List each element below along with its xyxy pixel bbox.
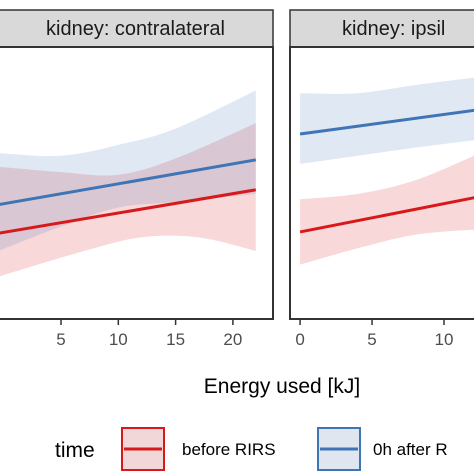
- panel-contralateral: kidney: contralateral 5 10 15 20: [0, 9, 274, 349]
- panel-ipsilateral: kidney: ipsil 0 5 10: [289, 9, 474, 349]
- series-lines: [0, 158, 257, 235]
- series-line-before: [0, 188, 257, 235]
- x-tick-label: 15: [166, 330, 185, 349]
- series-line-before: [299, 196, 474, 234]
- x-tick-label: 20: [223, 330, 242, 349]
- series-line-after: [299, 108, 474, 136]
- legend: time before RIRS 0h after R: [55, 427, 448, 471]
- x-ticks: 5 10 15 20: [56, 319, 242, 349]
- legend-label-before: before RIRS: [182, 440, 276, 459]
- ci-band-after: [0, 90, 256, 251]
- x-tick-label: 5: [56, 330, 65, 349]
- plot-background: [290, 47, 474, 319]
- x-tick-label: 10: [109, 330, 128, 349]
- legend-label-after: 0h after R: [373, 440, 448, 459]
- x-tick-label: 10: [435, 330, 454, 349]
- ci-bands: [0, 90, 256, 277]
- ci-band-before: [0, 123, 256, 277]
- x-tick-label: 0: [295, 330, 304, 349]
- series-lines: [299, 108, 474, 234]
- series-line-after: [0, 158, 257, 206]
- plot-background: [0, 47, 273, 319]
- ci-band-before: [300, 155, 474, 265]
- legend-key-after: [317, 427, 361, 471]
- legend-key-before: [121, 427, 165, 471]
- strip-label: kidney: ipsil: [342, 18, 445, 40]
- x-ticks: 0 5 10: [295, 319, 453, 349]
- legend-title: time: [55, 439, 95, 462]
- strip-label: kidney: contralateral: [46, 18, 225, 40]
- panel-border: [0, 46, 274, 320]
- x-axis-title: Energy used [kJ]: [204, 375, 360, 398]
- x-tick-label: 5: [367, 330, 376, 349]
- strip-background: [289, 9, 474, 48]
- panel-border: [289, 46, 474, 320]
- strip-background: [0, 9, 274, 48]
